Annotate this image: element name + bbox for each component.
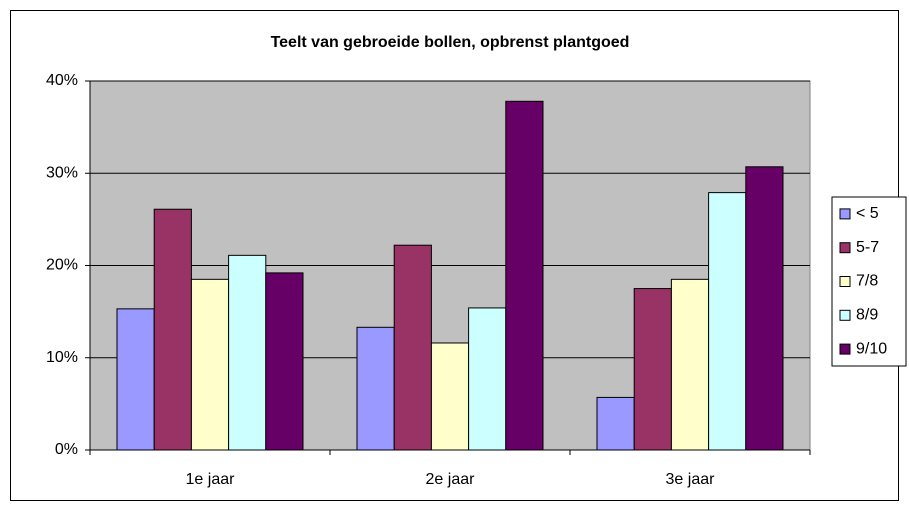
y-tick-label: 0% [55,441,78,458]
bar [596,396,635,451]
bar [430,342,470,451]
x-tick-label: 3e jaar [666,471,716,488]
bar [153,208,192,451]
legend-label: 9/10 [856,340,887,357]
legend-swatch [839,208,851,220]
bar [190,278,230,451]
bar [265,272,304,451]
y-tick-label: 20% [46,257,78,274]
legend-swatch [839,242,851,254]
legend-label: 5-7 [856,239,879,256]
chart-title: Teelt van gebroeide bollen, opbrenst pla… [271,34,630,51]
bar [670,278,710,451]
legend-label: < 5 [856,205,879,222]
y-tick-label: 10% [46,349,78,366]
bar [468,307,507,451]
bar [633,288,672,451]
bar [228,254,267,451]
legend-swatch [839,276,851,287]
x-tick-label: 1e jaar [186,471,236,488]
bar [116,308,155,451]
y-tick-label: 40% [46,72,78,89]
bar [393,244,432,451]
bar [708,192,747,451]
x-tick-label: 2e jaar [426,471,476,488]
bar [505,100,544,451]
legend-swatch [839,309,851,321]
legend-label: 7/8 [856,273,878,290]
bar [745,166,784,451]
y-tick-label: 30% [46,164,78,181]
bar [356,326,395,451]
legend-label: 8/9 [856,307,878,324]
legend-swatch [839,343,851,355]
